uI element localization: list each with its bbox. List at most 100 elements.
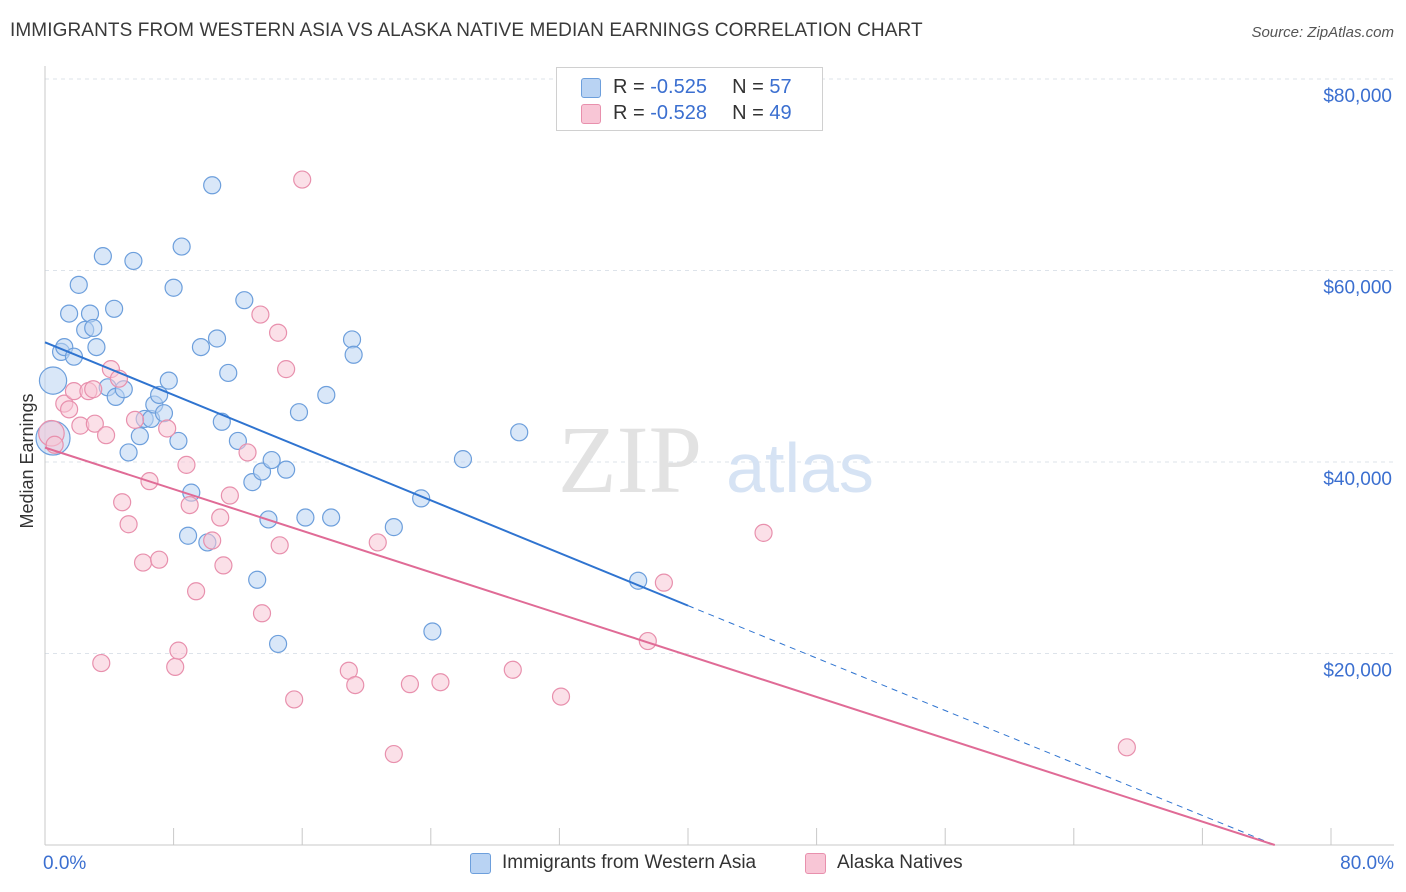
n-value-pink: 49 bbox=[769, 102, 792, 124]
blue-swatch bbox=[581, 78, 601, 98]
y-axis-label: Median Earnings bbox=[17, 393, 37, 528]
alaska-natives-point-7 bbox=[84, 380, 103, 399]
western-asia-point-0 bbox=[38, 366, 68, 395]
legend-label-alaska-natives: Alaska Natives bbox=[837, 852, 963, 873]
western-asia-point-44 bbox=[277, 460, 296, 479]
alaska-natives-point-32 bbox=[268, 323, 288, 342]
western-asia-point-45 bbox=[289, 403, 309, 422]
western-asia-point-9 bbox=[84, 318, 103, 338]
alaska-natives-point-9 bbox=[92, 653, 111, 673]
alaska-natives-point-21 bbox=[169, 641, 188, 660]
alaska-natives-point-33 bbox=[270, 536, 289, 555]
alaska-natives-point-35 bbox=[285, 690, 304, 709]
y-tick-label: $40,000 bbox=[1323, 469, 1392, 490]
alaska-natives-point-13 bbox=[113, 493, 132, 512]
western-asia-point-32 bbox=[203, 176, 222, 195]
alaska-natives-point-42 bbox=[431, 673, 450, 692]
x-tick-label: 80.0% bbox=[1340, 853, 1394, 874]
western-asia-point-17 bbox=[124, 251, 143, 271]
alaska-natives-point-28 bbox=[220, 486, 239, 505]
alaska-natives-point-34 bbox=[277, 360, 296, 379]
western-asia-trend-extension bbox=[687, 605, 1275, 846]
y-tick-label: $60,000 bbox=[1323, 278, 1392, 299]
alaska-natives-point-30 bbox=[251, 305, 270, 324]
western-asia-point-43 bbox=[268, 634, 288, 654]
western-asia-point-34 bbox=[212, 412, 231, 431]
western-asia-point-49 bbox=[342, 330, 362, 349]
x-tick-label: 0.0% bbox=[43, 853, 86, 874]
alaska-natives-point-20 bbox=[166, 657, 185, 677]
alaska-natives-point-8 bbox=[85, 414, 104, 433]
r-value-pink: -0.528 bbox=[650, 102, 707, 124]
y-tick-label: $80,000 bbox=[1323, 86, 1392, 107]
pink-swatch bbox=[581, 104, 601, 124]
western-asia-point-10 bbox=[87, 338, 106, 357]
alaska-natives-point-45 bbox=[638, 631, 657, 651]
alaska-natives-point-10 bbox=[96, 426, 116, 445]
watermark-atlas: atlas bbox=[726, 429, 874, 507]
alaska-natives-point-23 bbox=[180, 495, 199, 515]
alaska-natives-point-41 bbox=[400, 675, 420, 694]
western-asia-point-35 bbox=[219, 363, 238, 383]
alaska-natives-point-14 bbox=[119, 515, 138, 534]
alaska-natives-point-31 bbox=[252, 604, 272, 623]
watermark-zip: ZIP bbox=[558, 406, 702, 513]
n-label-pink: N = bbox=[732, 102, 770, 124]
r-label-blue: R = bbox=[613, 76, 651, 98]
alaska-natives-point-47 bbox=[754, 523, 773, 542]
r-value-blue: -0.525 bbox=[650, 76, 707, 98]
western-asia-point-55 bbox=[510, 423, 529, 442]
alaska-natives-point-16 bbox=[133, 553, 153, 572]
western-asia-point-26 bbox=[169, 431, 188, 451]
western-asia-point-23 bbox=[154, 404, 174, 423]
alaska-natives-point-3 bbox=[60, 400, 79, 419]
western-asia-point-16 bbox=[119, 443, 138, 462]
alaska-natives-point-24 bbox=[187, 582, 206, 601]
alaska-natives-point-27 bbox=[214, 556, 233, 575]
alaska-natives-point-48 bbox=[1117, 738, 1136, 757]
alaska-natives-point-46 bbox=[654, 573, 673, 592]
western-asia-point-51 bbox=[384, 518, 403, 537]
alaska-natives-point-38 bbox=[346, 675, 365, 695]
western-asia-point-46 bbox=[296, 508, 315, 527]
stats-legend: R = -0.525 N = 57 R = -0.528 N = 49 bbox=[556, 67, 823, 131]
western-asia-point-13 bbox=[105, 299, 124, 318]
western-asia-point-6 bbox=[69, 275, 88, 294]
western-asia-point-18 bbox=[130, 427, 149, 446]
western-asia-point-39 bbox=[248, 570, 267, 589]
western-asia-point-25 bbox=[164, 278, 183, 297]
stats-text-pink: R = -0.528 N = 49 bbox=[613, 102, 792, 125]
alaska-natives-trend-line bbox=[44, 446, 1276, 846]
alaska-natives-point-22 bbox=[177, 455, 196, 474]
alaska-natives-point-39 bbox=[368, 533, 387, 552]
western-asia-point-48 bbox=[322, 508, 341, 527]
alaska-natives-point-19 bbox=[158, 419, 177, 438]
western-asia-point-53 bbox=[423, 622, 442, 641]
western-asia-point-30 bbox=[191, 338, 211, 357]
western-asia-point-24 bbox=[159, 371, 178, 390]
alaska-natives-point-18 bbox=[150, 550, 169, 569]
western-asia-point-50 bbox=[344, 345, 363, 364]
western-asia-point-28 bbox=[178, 526, 198, 545]
chart-title: IMMIGRANTS FROM WESTERN ASIA VS ALASKA N… bbox=[10, 20, 923, 41]
western-asia-point-47 bbox=[317, 385, 336, 405]
alaska-natives-point-26 bbox=[211, 508, 230, 527]
alaska-natives-point-44 bbox=[551, 687, 571, 706]
y-tick-label: $20,000 bbox=[1323, 661, 1392, 682]
alaska-natives-point-40 bbox=[384, 744, 403, 764]
western-asia-point-4 bbox=[60, 304, 79, 323]
legend-swatch-blue bbox=[470, 853, 491, 874]
alaska-natives-point-43 bbox=[503, 660, 522, 679]
alaska-natives-point-25 bbox=[203, 531, 222, 550]
legend-swatch-pink bbox=[805, 853, 826, 874]
western-asia-point-33 bbox=[207, 329, 227, 348]
western-asia-point-11 bbox=[93, 247, 112, 266]
western-asia-point-42 bbox=[262, 450, 281, 470]
alaska-natives-point-15 bbox=[125, 410, 145, 429]
western-asia-trend-line bbox=[44, 341, 689, 607]
alaska-natives-point-36 bbox=[293, 170, 312, 189]
western-asia-point-54 bbox=[453, 450, 473, 469]
n-label-blue: N = bbox=[732, 76, 770, 98]
chart-source: Source: ZipAtlas.com bbox=[1251, 24, 1394, 41]
